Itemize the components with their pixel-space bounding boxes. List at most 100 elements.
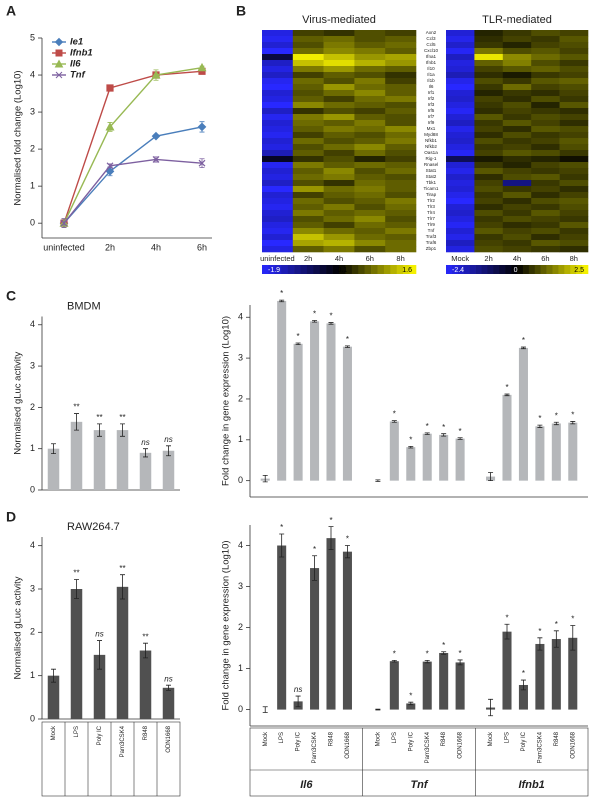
column-label: 8h (570, 254, 578, 263)
heatmap-cell (502, 150, 532, 157)
heatmap-cell (354, 222, 386, 229)
bar (116, 586, 129, 719)
heatmap-cell (502, 246, 532, 253)
significance-label: * (459, 649, 462, 658)
heatmap-cell (385, 102, 417, 109)
row-label: Ccl5 (426, 42, 436, 47)
panel-label: B (236, 3, 246, 19)
legend-marker (55, 71, 63, 79)
marker (151, 70, 161, 79)
heatmap-cell (262, 126, 294, 133)
column-label: 4h (335, 254, 343, 263)
colorbar-step (517, 265, 524, 274)
heatmap-cell (385, 72, 417, 79)
heatmap-cell (559, 174, 589, 181)
y-tick-label: 2 (238, 622, 243, 632)
y-tick-label: 0 (238, 475, 243, 485)
heatmap-cell (502, 216, 532, 223)
heatmap-cell (474, 54, 504, 61)
heatmap-cell (474, 132, 504, 139)
bar (47, 675, 60, 719)
heatmap-cell (385, 168, 417, 175)
error-bar (408, 701, 414, 706)
heatmap-cell (502, 192, 532, 199)
heatmap-cell (502, 186, 532, 193)
heatmap-cell (354, 150, 386, 157)
heatmap-cell (323, 36, 355, 43)
heatmap-cell (502, 108, 532, 115)
error-bar (441, 433, 447, 437)
heatmap-cell (292, 138, 324, 145)
heatmap-cell (559, 138, 589, 145)
y-axis-label: Normalised gLuc activity (13, 352, 24, 455)
heatmap-cell (323, 216, 355, 223)
significance-label: * (459, 427, 462, 436)
row-label: Axn2 (426, 30, 437, 35)
significance-label: * (329, 516, 332, 525)
heatmap-cell (292, 156, 324, 163)
heatmap-cell (559, 96, 589, 103)
heatmap-cell (474, 108, 504, 115)
heatmap-cell (292, 150, 324, 157)
heatmap-cell (323, 120, 355, 127)
heatmap-cell (559, 186, 589, 193)
row-label: Tlr7 (427, 216, 435, 221)
colorbar-step (281, 265, 288, 274)
heatmap-cell (559, 66, 589, 73)
y-tick-label: 4 (238, 540, 243, 550)
heatmap-cell (446, 60, 475, 67)
error-bar (457, 659, 463, 666)
heatmap-cell (292, 162, 324, 169)
heatmap-cell (262, 102, 294, 109)
heatmap-cell (559, 90, 589, 97)
heatmap-cell (531, 138, 560, 145)
bar (406, 447, 416, 481)
heatmap-cell (446, 132, 475, 139)
y-tick-label: 2 (238, 393, 243, 403)
x-tick-label: Pam3CSK4 (120, 725, 126, 757)
row-label: Tirap (426, 192, 437, 197)
row-label: Stat1 (426, 168, 437, 173)
heatmap-cell (262, 216, 294, 223)
bar (568, 637, 578, 710)
colorbar-step (463, 265, 470, 274)
y-tick-label: 4 (30, 319, 35, 329)
x-tick-label: Mock (51, 725, 57, 740)
heatmap-cell (385, 216, 417, 223)
bar (277, 300, 287, 481)
significance-label: ns (164, 435, 172, 444)
error-bar (97, 423, 102, 437)
significance-label: * (313, 310, 316, 319)
error-bar (520, 679, 526, 691)
heatmap-cell (262, 132, 294, 139)
heatmap-cell (531, 210, 560, 217)
colorbar-step (534, 265, 541, 274)
heatmap-cell (354, 192, 386, 199)
heatmap-cell (292, 174, 324, 181)
colorbar-step (522, 265, 530, 274)
heatmap-cell (385, 96, 417, 103)
colorbar-step (358, 265, 365, 274)
significance-label: * (280, 289, 283, 298)
heatmap-cell (385, 78, 417, 85)
heatmap-cell (474, 246, 504, 253)
colorbar-step (582, 265, 589, 274)
bar (389, 661, 399, 710)
heatmap-cell (502, 162, 532, 169)
heatmap-cell (531, 108, 560, 115)
significance-label: * (426, 649, 429, 658)
heatmap-cell (262, 168, 294, 175)
error-bar (570, 421, 576, 425)
bar (502, 631, 512, 710)
heatmap-cell (531, 120, 560, 127)
y-axis-label: Fold change in gene expression (Log10) (221, 316, 232, 486)
heatmap-cell (446, 150, 475, 157)
heatmap-cell (502, 90, 532, 97)
heatmap-cell (502, 96, 532, 103)
heatmap-cell (474, 114, 504, 121)
row-label: Tlr9 (427, 222, 435, 227)
heatmap-cell (323, 108, 355, 115)
significance-label: * (442, 641, 445, 650)
heatmap-cell (292, 186, 324, 193)
significance-label: ** (119, 564, 125, 573)
